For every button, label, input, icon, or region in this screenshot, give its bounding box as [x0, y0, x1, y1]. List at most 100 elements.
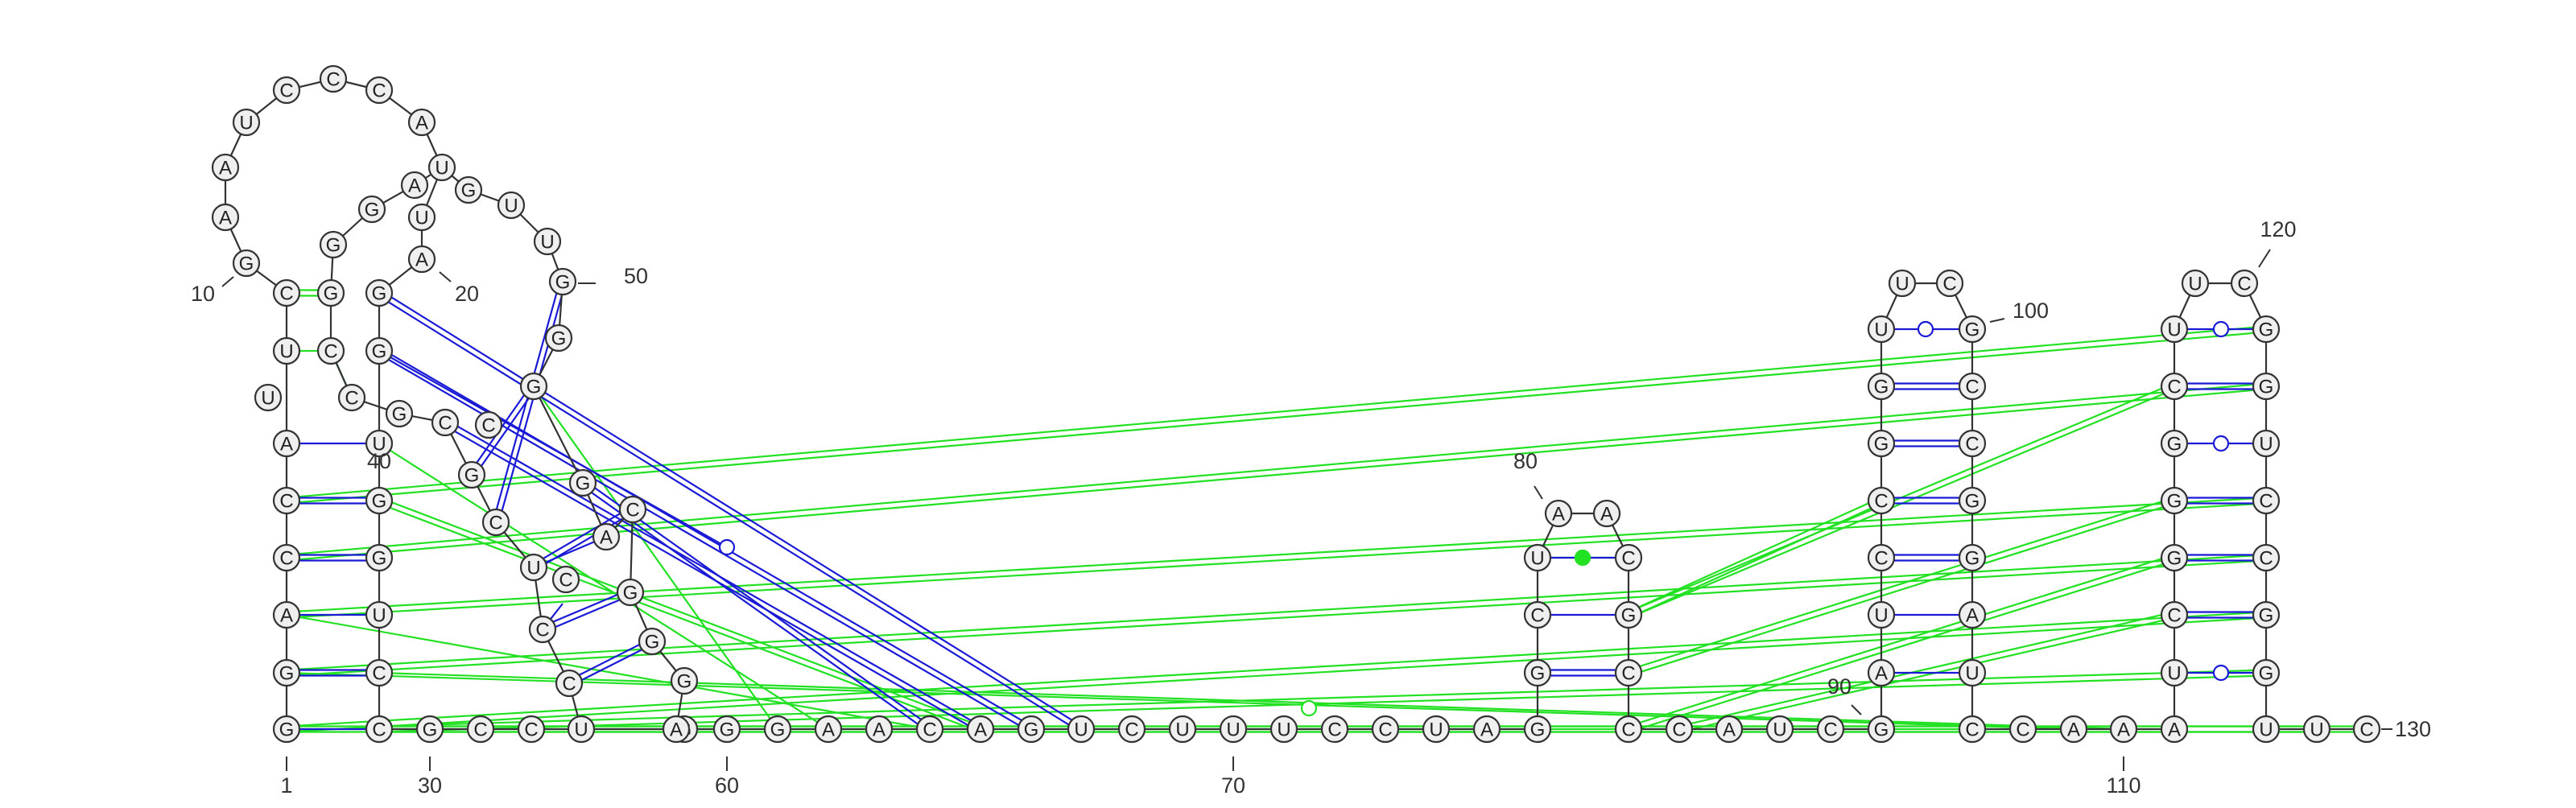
nucleotide-node: C: [1523, 600, 1552, 629]
noncanonical-pair-symbol: [1574, 549, 1591, 567]
nucleotide-letter: U: [504, 196, 518, 217]
position-label-130: 130: [2395, 717, 2431, 741]
nucleotide-node: G: [2252, 315, 2281, 344]
nucleotide-node: C: [1935, 269, 1964, 298]
nucleotide-letter: C: [1965, 377, 1979, 398]
nucleotide-node: C: [1665, 715, 1694, 744]
nucleotide-node: U: [232, 108, 261, 137]
nucleotide-letter: C: [524, 719, 538, 741]
nucleotide-node: G: [1958, 543, 1987, 572]
position-label-80: 80: [1513, 449, 1538, 473]
nucleotide-node: C: [528, 615, 557, 644]
nucleotide-letter: C: [535, 620, 549, 641]
canonical-pair-line: [377, 295, 1080, 732]
nucleotide-node: C: [1958, 429, 1987, 458]
nucleotide-node: C: [517, 715, 546, 744]
nucleotide-node: A: [407, 108, 436, 137]
nucleotide-letter: C: [1621, 663, 1635, 685]
noncanonical-pair-line: [378, 443, 829, 730]
nucleotide-node: U: [254, 383, 283, 412]
nucleotide-node: G: [365, 486, 394, 515]
noncanonical-pair-line: [378, 669, 2266, 728]
nucleotide-letter: G: [2167, 491, 2182, 513]
nucleotide-letter: U: [540, 232, 554, 254]
nucleotide-node: G: [2252, 658, 2281, 687]
nucleotide-node: U: [2252, 715, 2281, 744]
nucleotide-letter: C: [1327, 719, 1341, 741]
noncanonical-pair-line: [533, 385, 778, 730]
nucleotide-node: G: [2252, 600, 2281, 629]
nucleotide-node: A: [407, 245, 436, 274]
nucleotide-node: A: [2109, 715, 2138, 744]
noncanonical-pair-line: [1627, 554, 2174, 728]
nucleotide-node: G: [454, 175, 483, 204]
canonical-pair-line: [580, 484, 929, 732]
nucleotide-letter: U: [1277, 719, 1290, 741]
nucleotide-letter: G: [1621, 605, 1637, 627]
nucleotide-node: C: [272, 76, 301, 105]
nucleotide-node: A: [592, 522, 621, 551]
nucleotide-letter: A: [219, 158, 232, 179]
nucleotide-letter: U: [526, 558, 540, 579]
noncanonical-pair-line: [378, 502, 980, 733]
nucleotide-letter: G: [1965, 548, 1980, 570]
noncanonical-pair-line: [286, 554, 2266, 671]
nucleotide-letter: A: [219, 208, 232, 229]
nucleotide-node: G: [272, 658, 301, 687]
nucleotide-node: C: [272, 278, 301, 307]
nucleotide-letter: A: [1552, 504, 1565, 526]
nucleotide-letter: A: [2168, 719, 2181, 741]
nucleotide-letter: G: [365, 200, 380, 221]
nucleotide-letter: U: [239, 113, 253, 134]
nucleotide-node: C: [1320, 715, 1349, 744]
backbone-segment: [629, 509, 634, 593]
nucleotide-letter: C: [562, 674, 576, 695]
nucleotide-letter: U: [2259, 719, 2273, 741]
nucleotide-node: A: [1592, 499, 1621, 528]
nucleotide-letter: G: [2167, 434, 2182, 456]
nucleotide-node: G: [365, 336, 394, 365]
nucleotide-node: C: [551, 565, 580, 594]
nucleotide-letter: G: [555, 272, 571, 294]
nucleotide-letter: G: [2167, 548, 2182, 570]
nucleotide-letter: G: [461, 180, 477, 202]
nucleotide-node: C: [365, 715, 394, 744]
nucleotide-letter: G: [372, 341, 387, 363]
nucleotide-node: C: [1867, 543, 1896, 572]
nucleotide-node: U: [2181, 269, 2210, 298]
nucleotide-node: G: [1614, 600, 1643, 629]
nucleotide-node: A: [400, 171, 429, 200]
nucleotide-letter: U: [1530, 548, 1544, 570]
nucleotide-letter: G: [324, 283, 339, 305]
nucleotide-letter: U: [1175, 719, 1189, 741]
nucleotide-letter: C: [1823, 719, 1837, 741]
nucleotide-letter: C: [1874, 548, 1888, 570]
nucleotide-node: G: [568, 468, 597, 497]
nucleotide-letter: A: [1966, 605, 1979, 627]
nucleotide-node: U: [1867, 600, 1896, 629]
nucleotide-letter: A: [280, 605, 293, 627]
position-label-40: 40: [367, 449, 391, 473]
nucleotide-letter: C: [2259, 491, 2273, 513]
position-label-110: 110: [2106, 773, 2140, 798]
canonical-pair-line: [567, 637, 651, 682]
nucleotide-node: U: [2160, 315, 2189, 344]
canonical-pair-line: [378, 350, 728, 548]
nucleotide-node: C: [1614, 543, 1643, 572]
nucleotide-node: U: [1765, 715, 1794, 744]
nucleotide-letter: G: [279, 719, 295, 741]
nucleotide-letter: U: [415, 208, 428, 229]
position-label-100: 100: [2013, 299, 2049, 323]
nucleotide-letter: A: [873, 719, 886, 741]
nucleotide-letter: G: [1024, 719, 1039, 741]
nucleotide-node: C: [431, 408, 460, 437]
nucleotide-letter: U: [2188, 274, 2202, 295]
nucleotide-node: C: [1614, 658, 1643, 687]
nucleotide-node: C: [466, 715, 495, 744]
nucleotide-letter: G: [1965, 491, 1980, 513]
nucleotide-node: A: [865, 715, 894, 744]
nucleotide-letter: U: [1429, 719, 1443, 741]
nucleotide-node: G: [670, 666, 699, 695]
nucleotide-letter: C: [2167, 605, 2181, 627]
